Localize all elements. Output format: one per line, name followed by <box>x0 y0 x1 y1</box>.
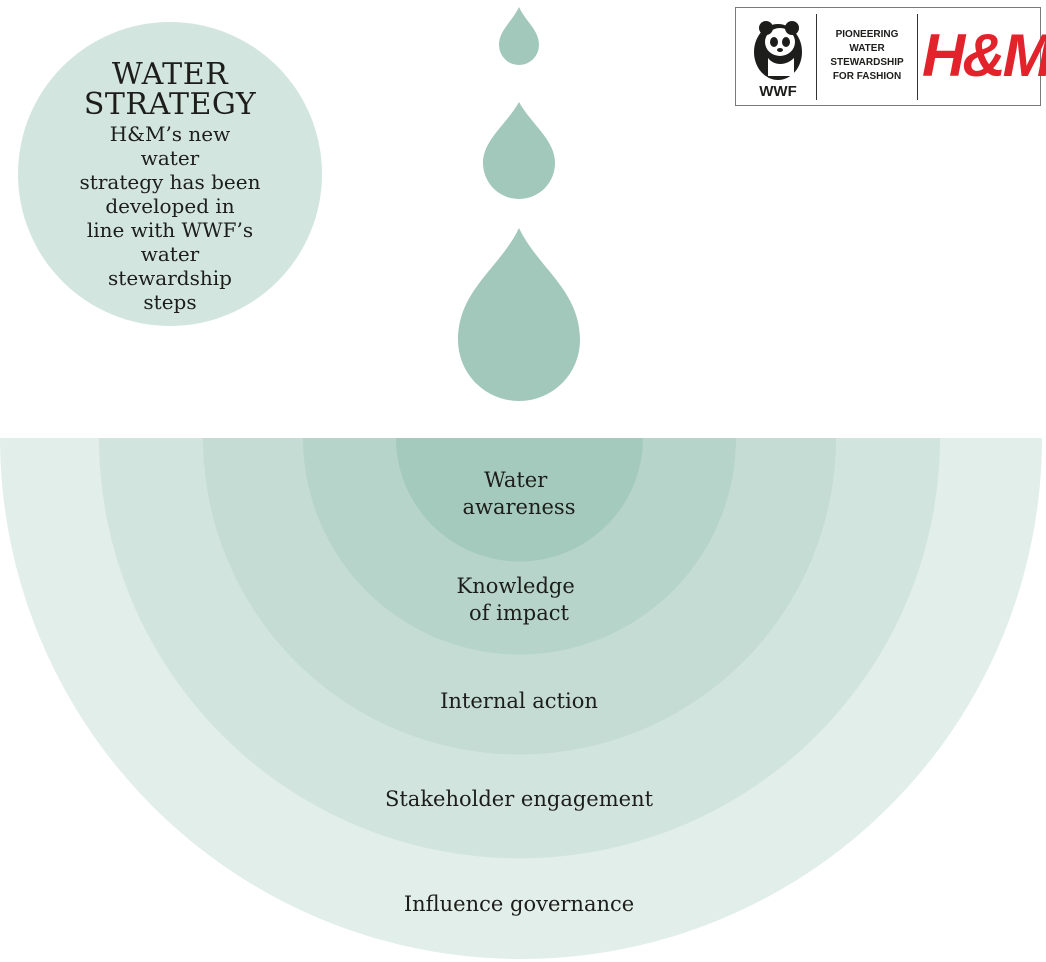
bubble-body: H&M’s new water strategy has been develo… <box>78 122 262 314</box>
logo-tagline: PIONEERING WATER STEWARDSHIP FOR FASHION <box>818 28 916 84</box>
step-label-water-awareness: Water awareness <box>463 468 576 519</box>
water-strategy-bubble: WATER STRATEGY H&M’s new water strategy … <box>18 22 322 326</box>
wwf-panda-logo-icon: WWF <box>754 21 802 100</box>
bubble-title-line-1: WATER <box>111 57 229 92</box>
large-water-drop-icon <box>458 228 580 402</box>
bubble-body-line: developed in <box>105 194 235 218</box>
step-label-internal-action: Internal action <box>440 689 598 713</box>
tagline-line: FOR FASHION <box>832 71 902 82</box>
step-ring-water-awareness <box>396 438 643 562</box>
bubble-title: WATER STRATEGY <box>18 60 322 120</box>
step-label-stakeholder-engagement: Stakeholder engagement <box>385 787 654 811</box>
small-water-drop-icon <box>499 7 539 65</box>
logo-divider <box>917 14 918 100</box>
tagline-line: PIONEERING <box>835 29 899 40</box>
hm-logo: H&M <box>922 22 1046 89</box>
step-label-influence-governance: Influence governance <box>404 892 634 916</box>
bubble-body-line: steps <box>143 290 197 314</box>
bubble-body-line: strategy has been <box>79 170 261 194</box>
wwf-logo-text: WWF <box>759 83 796 100</box>
bubble-body-line: line with WWF’s <box>86 218 254 242</box>
bubble-body-line: H&M’s new water <box>109 122 231 170</box>
partnership-logo: WWF PIONEERING WATER STEWARDSHIP FOR FAS… <box>735 7 1046 106</box>
step-label-knowledge-of-impact: Knowledge of impact <box>457 574 582 625</box>
tagline-line: WATER <box>849 43 885 54</box>
tagline-line: STEWARDSHIP <box>830 57 904 68</box>
medium-water-drop-icon <box>483 102 555 199</box>
bubble-title-line-2: STRATEGY <box>83 87 257 122</box>
logo-divider <box>816 14 817 100</box>
bubble-body-line: water stewardship <box>108 242 232 290</box>
